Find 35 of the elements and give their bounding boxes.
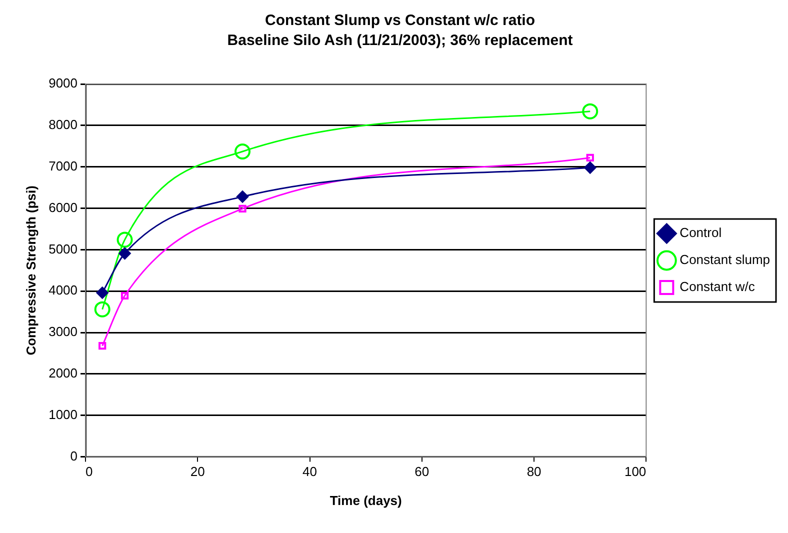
y-axis-title: Compressive Strength (psi)	[23, 186, 38, 356]
y-tick-label: 5000	[48, 241, 78, 256]
chart-title: Constant Slump vs Constant w/c ratio	[264, 12, 536, 30]
point	[116, 232, 133, 248]
x-tick-label: 100	[624, 464, 646, 480]
x-tick-label: 20	[190, 464, 205, 480]
y-tick-label: 1000	[48, 406, 78, 422]
y-tick-label: 2000	[48, 366, 78, 381]
legend-label: Constant slump	[680, 252, 770, 268]
point	[586, 154, 594, 162]
y-tick-label: 4000	[48, 282, 78, 298]
point	[584, 162, 596, 174]
point	[94, 301, 110, 318]
y-tick-label: 3000	[48, 324, 78, 340]
point	[96, 286, 108, 299]
point	[234, 144, 251, 160]
point	[236, 190, 249, 203]
point	[98, 342, 106, 350]
y-tick-label: 6000	[48, 200, 78, 215]
x-tick-label: 60	[414, 464, 430, 480]
chart-subtitle: Baseline Silo Ash (11/21/2003); 36% replacement	[227, 32, 573, 50]
point	[120, 292, 129, 300]
legend-label: Control	[680, 225, 722, 240]
y-tick-label: 7000	[48, 158, 78, 174]
point	[118, 247, 131, 260]
y-tick-label: 8000	[48, 117, 78, 132]
x-tick-label: 80	[526, 464, 542, 480]
point	[582, 103, 598, 120]
y-tick-label: 0	[70, 448, 78, 464]
point	[238, 204, 246, 213]
x-axis-title: Time (days)	[330, 492, 402, 508]
x-tick-label: 40	[302, 464, 318, 480]
y-tick-label: 9000	[48, 76, 78, 91]
legend-label: Constant w/c	[680, 279, 756, 294]
x-tick-label: 0	[86, 464, 93, 480]
